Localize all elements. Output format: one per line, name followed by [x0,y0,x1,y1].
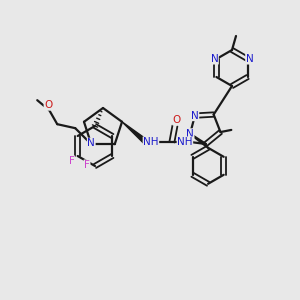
Text: F: F [69,156,75,166]
Text: N: N [186,129,194,139]
Text: N: N [211,54,218,64]
Text: NH: NH [143,137,159,147]
Text: NH: NH [177,137,193,147]
Text: N: N [87,138,95,148]
Polygon shape [122,122,148,144]
Text: F: F [84,160,90,170]
Text: N: N [191,111,199,121]
Text: O: O [173,115,181,125]
Text: N: N [246,54,254,64]
Text: O: O [44,100,52,110]
